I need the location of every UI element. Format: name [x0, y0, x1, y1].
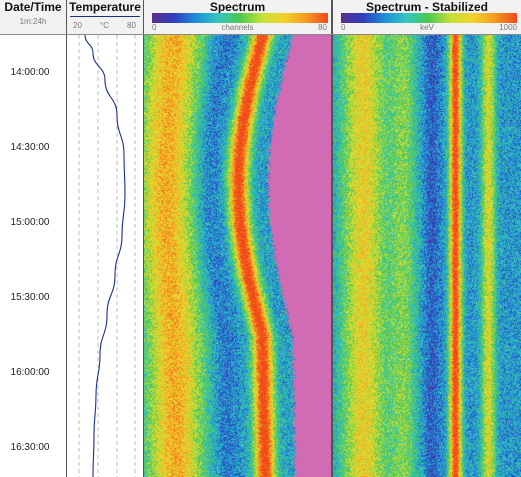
spectrum-title: Spectrum — [209, 0, 266, 14]
temperature-plot — [78, 35, 136, 477]
temperature-line — [84, 35, 126, 477]
datetime-range: 1m:24h — [19, 17, 47, 26]
spectrum-axis-min: 0 — [152, 23, 157, 32]
temperature-title: Temperature — [69, 0, 141, 14]
stabilized-title: Spectrum - Stabilized — [365, 0, 489, 14]
stabilized-header: Spectrum - Stabilized 0 keV 1000 — [333, 0, 521, 35]
datetime-header: Date/Time 1m:24h — [0, 0, 66, 35]
divider-temperature — [143, 0, 144, 477]
spectrum-waterfall[interactable] — [144, 35, 331, 477]
spectrum-column: Spectrum 0 channels 80 — [144, 0, 331, 477]
divider-spectrum — [331, 0, 333, 477]
temperature-column: Temperature 20 °C 80 — [67, 0, 143, 477]
temperature-legend-line — [70, 16, 140, 17]
temperature-max-label: 80 — [127, 21, 136, 30]
time-tick-1500: 15:00:00 — [10, 217, 50, 228]
temperature-header: Temperature 20 °C 80 — [67, 0, 143, 35]
time-tick-1530: 15:30:00 — [10, 292, 50, 303]
spectrum-colorbar — [152, 13, 328, 23]
stabilized-waterfall[interactable] — [333, 35, 521, 477]
temperature-unit: °C — [100, 21, 109, 30]
datetime-column: Date/Time 1m:24h 14:00:00 14:30:00 15:00… — [0, 0, 66, 477]
stabilized-column: Spectrum - Stabilized 0 keV 1000 — [333, 0, 521, 477]
temperature-min-label: 20 — [73, 21, 82, 30]
stabilized-axis-max: 1000 — [499, 23, 517, 32]
spectrum-header: Spectrum 0 channels 80 — [144, 0, 331, 35]
stabilized-axis-unit: keV — [420, 23, 434, 32]
time-tick-1430: 14:30:00 — [10, 142, 50, 153]
stabilized-colorbar — [341, 13, 517, 23]
header-bottom-border — [0, 34, 521, 35]
time-tick-1630: 16:30:00 — [10, 442, 50, 453]
datetime-title: Date/Time — [4, 0, 62, 14]
time-tick-1600: 16:00:00 — [10, 367, 50, 378]
time-tick-1400: 14:00:00 — [10, 67, 50, 78]
divider-datetime — [66, 0, 67, 477]
stabilized-axis-min: 0 — [341, 23, 346, 32]
spectrum-axis-max: 80 — [318, 23, 327, 32]
spectrum-axis-unit: channels — [221, 23, 254, 32]
